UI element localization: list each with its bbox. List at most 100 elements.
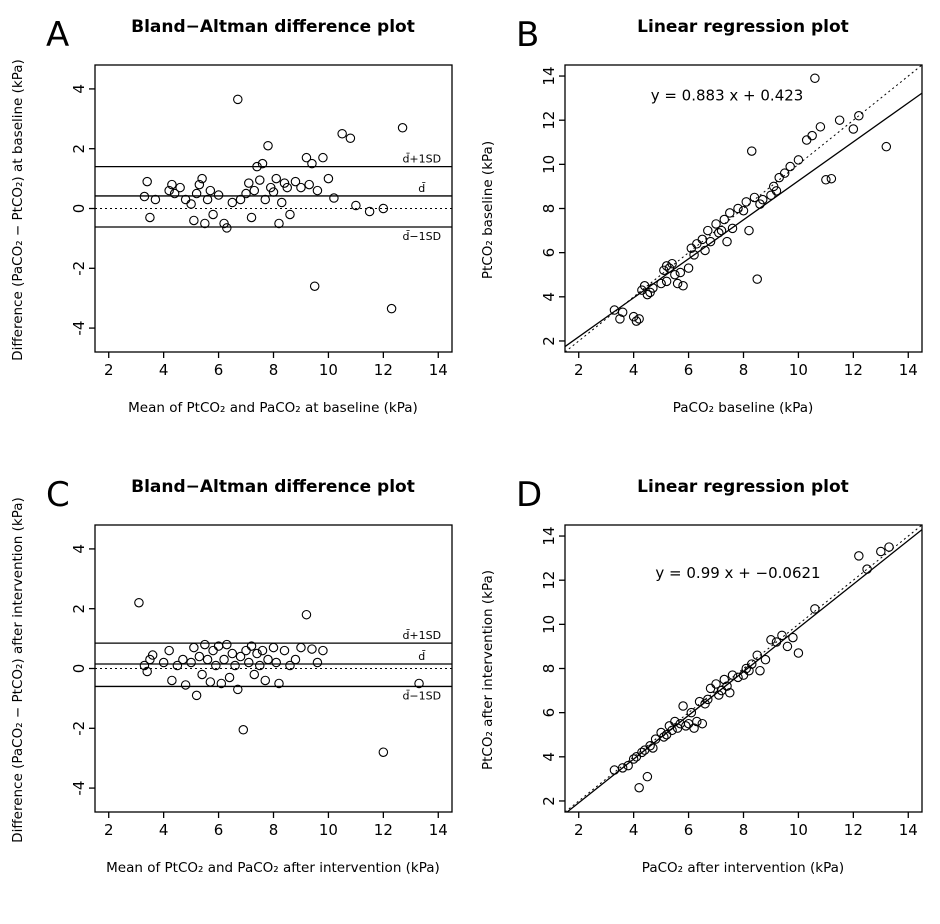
y-tick-label: 2 [70, 144, 88, 154]
data-point [189, 642, 199, 653]
panel-letter: D [516, 475, 542, 515]
data-point [686, 707, 697, 718]
data-point [881, 141, 892, 152]
data-point [719, 214, 730, 225]
data-point [219, 654, 229, 665]
data-point [672, 278, 683, 289]
data-point [167, 675, 177, 686]
data-point [884, 542, 894, 552]
data-point [211, 660, 221, 671]
data-point [282, 182, 292, 193]
y-tick-label: 8 [540, 664, 558, 674]
data-point [637, 747, 647, 758]
data-point [807, 130, 817, 141]
data-point [675, 267, 686, 278]
data-point [755, 665, 765, 676]
data-point [659, 732, 669, 742]
data-point [378, 747, 389, 757]
data-point [744, 665, 754, 676]
data-point [876, 546, 886, 557]
x-tick-label: 4 [629, 361, 639, 379]
x-tick-label: 8 [269, 361, 279, 379]
x-tick-label: 2 [104, 821, 114, 839]
data-point [711, 219, 721, 229]
data-point [678, 281, 688, 291]
data-point [175, 182, 185, 193]
x-tick-label: 10 [319, 821, 338, 839]
data-point [854, 111, 864, 121]
y-tick-label: 2 [540, 336, 558, 346]
data-point [263, 654, 273, 665]
data-point [329, 193, 339, 203]
data-point [757, 194, 768, 205]
data-point [746, 146, 757, 156]
data-point [271, 657, 281, 668]
data-point [771, 186, 782, 196]
data-point [351, 200, 361, 211]
data-point [705, 683, 716, 694]
data-point [197, 669, 207, 680]
data-point [249, 669, 260, 680]
data-point [268, 187, 279, 197]
data-point [703, 225, 713, 236]
data-point [670, 716, 680, 727]
plot-box [564, 64, 923, 353]
data-point [252, 648, 262, 659]
panel-title: Linear regression plot [637, 17, 849, 37]
data-point [233, 94, 243, 105]
data-point [793, 648, 804, 658]
plot-box [564, 524, 923, 813]
data-point [194, 179, 205, 190]
data-point [722, 236, 732, 247]
data-point [186, 199, 196, 209]
plot-area: 2 4 6 8 10 12 14 -4 -2 0 2 4 d̄+1SD d̄ d̄−1SD [70, 524, 453, 839]
data-point [274, 678, 284, 689]
data-point [678, 701, 688, 711]
data-point [727, 670, 738, 680]
data-point [246, 212, 257, 223]
upper-line-label: d̄+1SD [402, 629, 441, 642]
data-point [774, 172, 784, 183]
panel-c-svg: C Bland−Altman difference plot Mean of P… [10, 475, 453, 876]
data-point [692, 716, 702, 727]
y-axis-label: Difference (PaCO₂ − PtCO₂) after interve… [10, 497, 26, 843]
data-point [318, 645, 328, 656]
panel-letter: C [46, 475, 70, 515]
data-point [617, 307, 628, 318]
x-tick-label: 14 [429, 361, 448, 379]
data-point [200, 218, 210, 229]
y-tick-label: 12 [540, 571, 558, 590]
data-point [785, 161, 795, 172]
data-point [296, 642, 306, 653]
data-point [244, 657, 254, 668]
data-point [312, 185, 323, 196]
plot-box [94, 64, 453, 353]
data-point [634, 782, 644, 793]
data-point [397, 123, 408, 133]
data-point [716, 225, 727, 236]
data-point [689, 723, 699, 733]
data-point [257, 158, 268, 169]
data-point [727, 223, 738, 234]
data-point [274, 218, 284, 229]
data-point [414, 678, 424, 689]
y-tick-label: -4 [70, 321, 88, 336]
data-point [779, 168, 790, 178]
data-point [771, 637, 782, 647]
data-point [216, 678, 227, 689]
data-point [648, 743, 658, 753]
data-point [235, 194, 246, 205]
data-point [752, 650, 762, 661]
data-point [307, 158, 317, 169]
x-tick-label: 12 [844, 821, 863, 839]
lower-line-label: d̄−1SD [402, 689, 441, 702]
data-point [810, 73, 820, 83]
data-point [642, 771, 653, 782]
data-point [142, 176, 152, 187]
data-point [733, 203, 743, 214]
data-point [309, 281, 320, 291]
x-tick-label: 8 [739, 821, 749, 839]
data-point [634, 314, 644, 324]
data-point [615, 314, 625, 324]
y-axis-label: PtCO₂ after intervention (kPa) [480, 570, 496, 770]
